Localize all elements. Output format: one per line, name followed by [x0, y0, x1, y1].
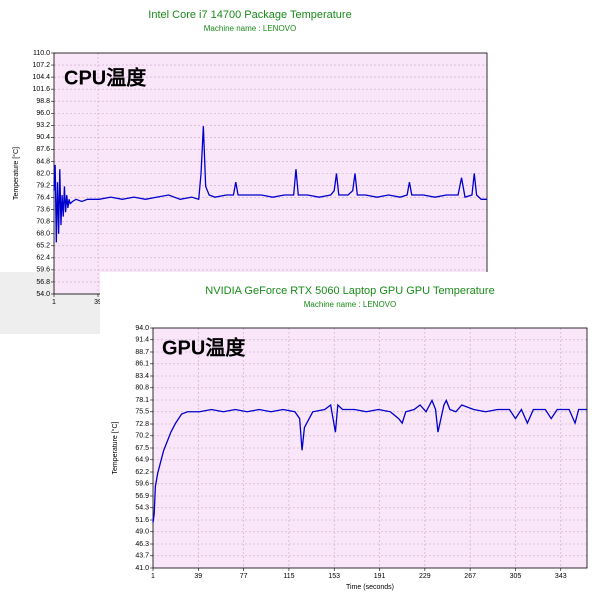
y-tick-label: 72.8: [135, 421, 149, 428]
x-tick-label: 191: [374, 573, 386, 580]
y-tick-label: 67.5: [135, 445, 149, 452]
y-tick-label: 88.7: [135, 349, 149, 356]
y-tick-label: 68.0: [36, 231, 50, 238]
y-tick-label: 83.4: [135, 373, 149, 380]
y-tick-label: 54.0: [36, 291, 50, 298]
chart-title: Intel Core i7 14700 Package Temperature: [148, 9, 351, 21]
y-axis-label: Temperature [°C]: [12, 147, 20, 200]
x-tick-label: 115: [283, 573, 294, 580]
y-tick-label: 46.3: [135, 541, 149, 548]
x-tick-label: 39: [94, 299, 102, 306]
y-tick-label: 84.8: [36, 158, 50, 165]
y-tick-label: 73.6: [36, 206, 50, 213]
chart-panel: NVIDIA GeForce RTX 5060 Laptop GPU GPU T…: [100, 272, 600, 610]
x-tick-label: 153: [328, 573, 340, 580]
y-tick-label: 82.0: [36, 170, 50, 177]
y-tick-label: 76.4: [36, 194, 50, 201]
y-tick-label: 96.0: [36, 110, 50, 117]
x-tick-label: 267: [464, 573, 476, 580]
y-tick-label: 104.4: [32, 74, 50, 81]
y-tick-label: 78.1: [135, 397, 149, 404]
y-tick-label: 41.0: [135, 565, 149, 572]
y-tick-label: 107.2: [32, 62, 50, 69]
y-tick-label: 90.4: [36, 134, 50, 141]
y-tick-label: 101.6: [32, 86, 50, 93]
y-tick-label: 70.2: [135, 433, 149, 440]
y-tick-label: 93.2: [36, 122, 50, 129]
plot-frame: [152, 327, 588, 569]
x-tick-label: 77: [240, 573, 248, 580]
y-tick-label: 79.2: [36, 182, 50, 189]
annotation: CPU温度: [64, 65, 147, 89]
annotation: GPU温度: [162, 335, 246, 359]
y-tick-label: 65.2: [36, 243, 50, 250]
x-tick-label: 343: [555, 573, 567, 580]
y-tick-label: 62.4: [36, 255, 50, 262]
y-tick-label: 62.2: [135, 469, 149, 476]
chart-panel: Intel Core i7 14700 Package Temperature M…: [0, 0, 500, 306]
y-tick-label: 43.7: [135, 553, 149, 560]
x-axis-label: Time (seconds): [346, 584, 394, 591]
y-tick-label: 49.0: [135, 529, 149, 536]
y-tick-label: 80.8: [135, 385, 149, 392]
data-line: [53, 126, 487, 243]
y-tick-label: 87.6: [36, 146, 50, 153]
chart-title: NVIDIA GeForce RTX 5060 Laptop GPU GPU T…: [205, 285, 494, 297]
y-tick-label: 56.9: [135, 493, 149, 500]
data-line: [152, 398, 587, 523]
y-tick-label: 94.0: [135, 325, 149, 332]
x-tick-label: 39: [194, 573, 202, 580]
x-tick-label: 1: [151, 573, 155, 580]
y-tick-label: 64.9: [135, 457, 149, 464]
y-tick-label: 51.6: [135, 517, 149, 524]
chart-subtitle: Machine name : LENOVO: [204, 24, 296, 33]
y-axis-label: Temperature [°C]: [111, 421, 119, 474]
y-tick-label: 91.4: [135, 337, 149, 344]
y-tick-label: 54.3: [135, 505, 149, 512]
y-tick-label: 98.8: [36, 98, 50, 105]
x-tick-label: 305: [510, 573, 522, 580]
y-tick-label: 75.5: [135, 409, 149, 416]
y-tick-label: 56.8: [36, 279, 50, 286]
x-tick-label: 229: [419, 573, 431, 580]
y-tick-label: 59.6: [135, 481, 149, 488]
x-tick-label: 1: [52, 299, 56, 306]
y-tick-label: 70.8: [36, 219, 50, 226]
y-tick-label: 59.6: [36, 267, 50, 274]
chart-subtitle: Machine name : LENOVO: [304, 300, 396, 309]
y-tick-label: 110.0: [33, 50, 50, 57]
y-tick-label: 86.1: [135, 361, 149, 368]
